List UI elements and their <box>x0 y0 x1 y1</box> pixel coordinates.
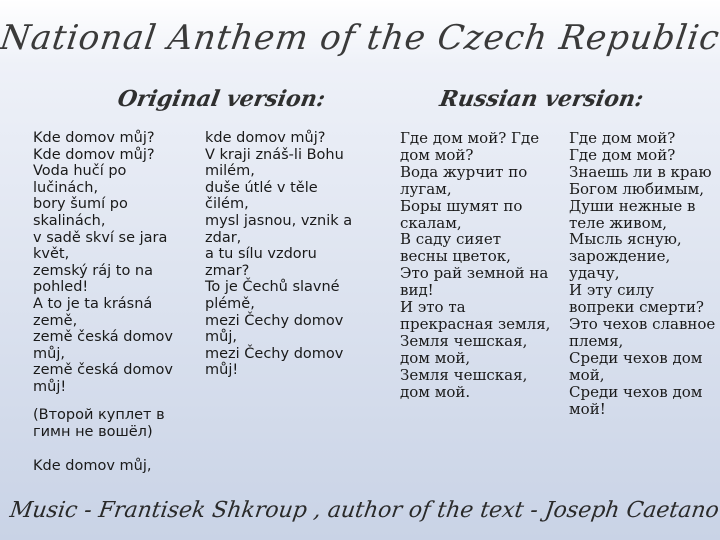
russian-lyrics-column-2: Где дом мой? Где дом мой? Знаешь ли в кр… <box>569 129 716 418</box>
second-verse-note: (Второй куплет в гимн не вошёл) <box>33 407 165 440</box>
slide-title: National Anthem of the Czech Republic <box>0 18 720 58</box>
original-lyrics-column-2: kde domov můj? V kraji znáš-li Bohu milé… <box>205 130 353 379</box>
original-lyrics-column-1: Kde domov můj? Kde domov můj? Voda hučí … <box>33 130 173 395</box>
credits-footer: Music - Frantisek Shkroup , author of th… <box>8 498 720 523</box>
russian-version-heading: Russian version: <box>437 86 646 112</box>
original-version-heading: Original version: <box>115 86 328 112</box>
repeat-line: Kde domov můj, <box>33 458 152 474</box>
russian-lyrics-column-1: Где дом мой? Где дом мой? Вода журчит по… <box>400 129 551 401</box>
